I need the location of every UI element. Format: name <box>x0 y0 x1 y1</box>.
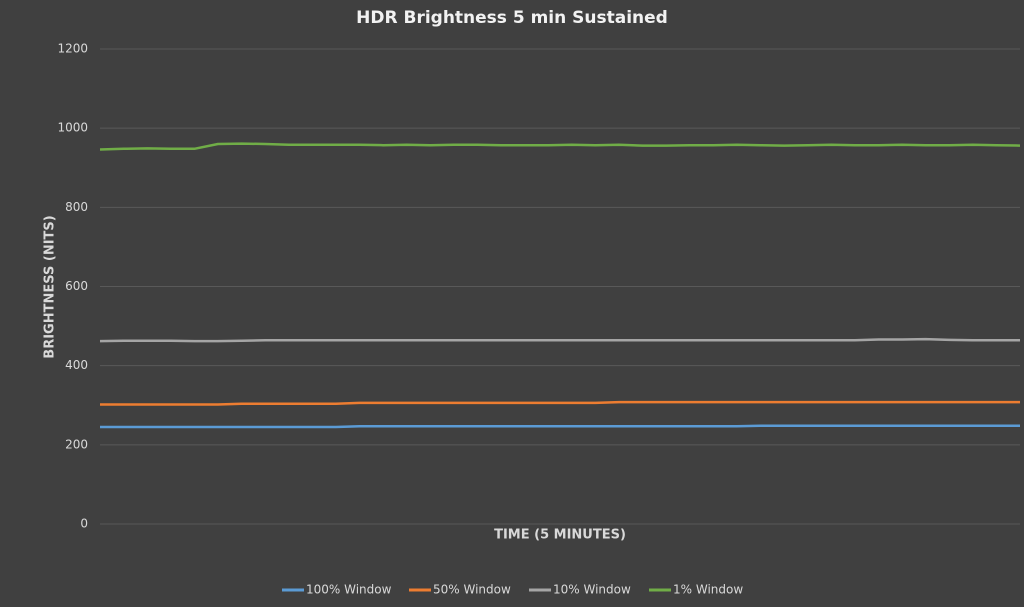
legend-label: 50% Window <box>433 583 511 597</box>
y-tick-label: 800 <box>65 200 88 214</box>
series-line <box>100 400 1020 406</box>
series-line <box>99 337 1020 343</box>
legend-label: 1% Window <box>673 583 743 597</box>
y-tick-label: 1000 <box>57 121 88 135</box>
y-tick-label: 0 <box>80 517 88 531</box>
y-tick-label: 200 <box>65 437 88 451</box>
y-tick-label: 600 <box>65 279 88 293</box>
y-tick-label: 1200 <box>57 42 88 56</box>
legend-label: 10% Window <box>553 583 631 597</box>
y-axis-label: BRIGHTNESS (NITS) <box>43 215 58 358</box>
x-axis-label: TIME (5 MINUTES) <box>494 528 626 543</box>
legend-label: 100% Window <box>306 583 392 597</box>
chart-title: HDR Brightness 5 min Sustained <box>356 8 668 28</box>
series-line <box>99 142 1021 151</box>
y-tick-label: 400 <box>65 358 88 372</box>
series-line <box>100 424 1020 429</box>
